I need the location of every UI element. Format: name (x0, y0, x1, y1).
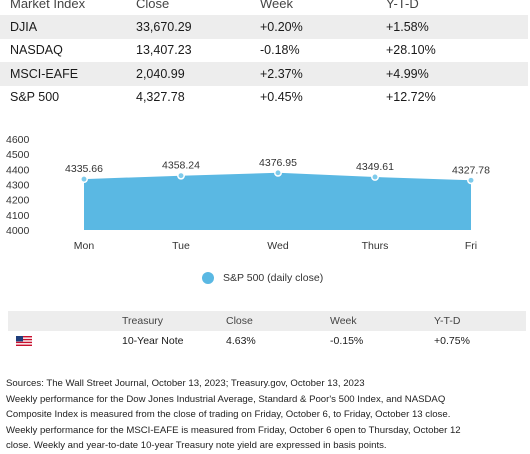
index-close: 4,327.78 (136, 90, 185, 105)
table-row: MSCI-EAFE 2,040.99 +2.37% +4.99% (0, 62, 528, 86)
y-tick-label: 4300 (6, 180, 30, 192)
index-ytd: +4.99% (376, 62, 528, 86)
index-ytd: +28.10% (386, 43, 436, 58)
legend-swatch (202, 272, 214, 284)
treasury-week: -0.15% (330, 335, 364, 347)
flag-cell (8, 331, 114, 351)
us-flag-icon (16, 336, 32, 347)
note-line: Weekly performance for the MSCI-EAFE is … (6, 424, 461, 436)
index-week: +0.20% (250, 15, 376, 39)
treasury-ytd: +0.75% (434, 335, 470, 347)
index-close: 33,670.29 (126, 15, 250, 39)
x-tick-label: Wed (267, 240, 289, 252)
data-point (80, 175, 88, 184)
treasury-name: 10-Year Note (122, 335, 184, 347)
index-ytd: +12.72% (386, 90, 436, 105)
header-week: Week (322, 311, 426, 331)
y-tick-label: 4600 (6, 134, 30, 146)
x-tick-label: Mon (74, 240, 95, 252)
chart-legend: S&P 500 (daily close) (202, 272, 323, 284)
header-week: Week (260, 0, 293, 11)
data-point (274, 168, 282, 177)
market-index-table: Market Index Close Week Y-T-D DJIA 33,67… (0, 0, 528, 109)
sources-line: Sources: The Wall Street Journal, Octobe… (6, 378, 365, 389)
x-tick-label: Fri (465, 240, 477, 252)
index-ytd: +1.58% (376, 15, 528, 39)
table-row: NASDAQ 13,407.23 -0.18% +28.10% (0, 39, 528, 63)
y-tick-label: 4000 (6, 225, 30, 237)
table-row: 10-Year Note 4.63% -0.15% +0.75% (8, 331, 526, 351)
header-close: Close (218, 311, 322, 331)
x-tick-label: Tue (172, 240, 190, 252)
index-close: 2,040.99 (126, 62, 250, 86)
treasury-header-row: Treasury Close Week Y-T-D (8, 311, 526, 331)
source-notes: Sources: The Wall Street Journal, Octobe… (6, 376, 526, 454)
y-tick-label: 4200 (6, 195, 30, 207)
note-line: Composite Index is measured from the clo… (6, 409, 451, 421)
sp500-area-chart: 4000 4100 4200 4300 4400 4500 4600 4335.66 4358.… (6, 134, 490, 252)
treasury-table: Treasury Close Week Y-T-D 10-Year Note 4… (8, 311, 526, 351)
note-line: close. Weekly and year-to-date 10-year T… (6, 440, 387, 452)
index-week: +2.37% (250, 62, 376, 86)
y-tick-label: 4400 (6, 164, 30, 176)
data-point (467, 176, 475, 185)
area-series-sp500 (84, 172, 471, 230)
index-week: +0.45% (260, 90, 303, 105)
data-label: 4327.78 (452, 164, 490, 176)
index-week: -0.18% (260, 43, 300, 58)
data-label: 4335.66 (65, 163, 103, 175)
table-row: S&P 500 4,327.78 +0.45% +12.72% (0, 86, 528, 110)
note-line: Weekly performance for the Dow Jones Ind… (6, 393, 446, 405)
y-tick-label: 4500 (6, 149, 30, 161)
index-close: 13,407.23 (136, 43, 192, 58)
table-row: DJIA 33,670.29 +0.20% +1.58% (0, 15, 528, 39)
header-treasury: Treasury (114, 311, 218, 331)
index-name: S&P 500 (10, 90, 60, 105)
x-tick-label: Thurs (362, 240, 389, 252)
data-label: 4376.95 (259, 157, 297, 169)
y-tick-label: 4100 (6, 210, 30, 222)
treasury-close: 4.63% (226, 335, 256, 347)
header-close: Close (136, 0, 170, 11)
header-ytd: Y-T-D (426, 311, 526, 331)
data-label: 4358.24 (162, 160, 200, 172)
index-name: DJIA (0, 15, 126, 39)
header-market-index: Market Index (10, 0, 86, 11)
index-name: NASDAQ (10, 43, 63, 58)
header-ytd: Y-T-D (386, 0, 419, 11)
data-label: 4349.61 (356, 161, 394, 173)
header-flag (8, 311, 114, 331)
data-point (177, 171, 185, 180)
index-name: MSCI-EAFE (0, 62, 126, 86)
data-point (371, 173, 379, 181)
legend-label: S&P 500 (daily close) (223, 272, 324, 284)
